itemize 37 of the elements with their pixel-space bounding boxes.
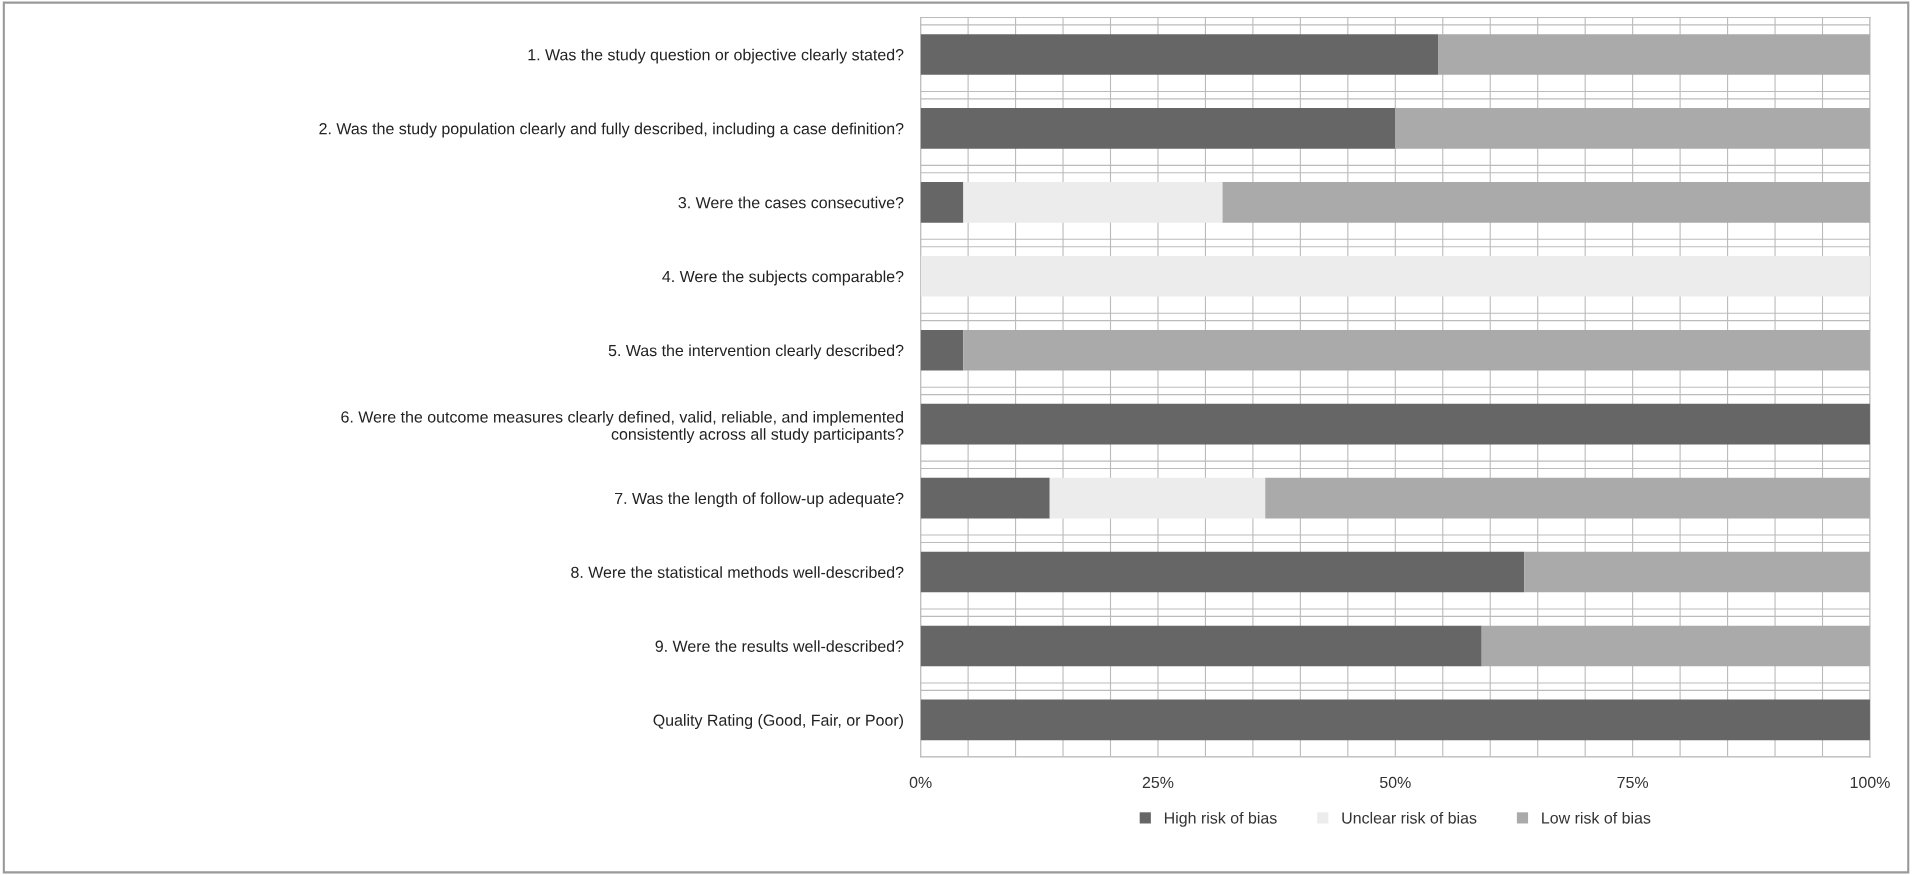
bar (920, 34, 1439, 75)
bar (920, 625, 1482, 667)
bar (1049, 477, 1266, 519)
x-tick-label: 0% (909, 776, 932, 789)
y-tick-label: 1. Was the study question or objective clearly stated? (528, 48, 904, 64)
legend-label: Low risk of bias (1542, 811, 1651, 824)
y-tick-label: 8. Were the statistical methods well-described? (571, 566, 904, 578)
bar (1524, 551, 1870, 593)
bar (920, 551, 1525, 593)
bar (920, 255, 1870, 297)
legend-label: Unclear risk of bias (1342, 811, 1477, 824)
y-tick-label: 5. Was the intervention clearly described? (608, 344, 904, 360)
bar (963, 329, 1870, 371)
bar (920, 477, 1050, 519)
bar (920, 329, 964, 371)
x-tick-label: 50% (1379, 776, 1411, 789)
bar (920, 699, 1870, 741)
y-tick-label: 3. Were the cases consecutive? (678, 196, 904, 209)
bar (1438, 34, 1870, 75)
bar (920, 182, 964, 223)
y-tick-label: 4. Were the subjects comparable? (662, 270, 904, 286)
y-tick-label: 2. Was the study population clearly and fully described, including a case definition? (319, 122, 904, 138)
x-tick-label: 100% (1850, 776, 1890, 789)
bar (920, 108, 1396, 149)
bar (1265, 477, 1870, 519)
bar (1222, 182, 1870, 223)
bar (1395, 108, 1870, 149)
y-tick-label: Quality Rating (Good, Fair, or Poor) (653, 714, 903, 730)
bar (920, 403, 1870, 445)
bar (963, 182, 1223, 223)
legend-label: High risk of bias (1164, 811, 1277, 827)
y-tick-label: 9. Were the results well-described? (655, 640, 904, 652)
bar (1481, 625, 1870, 667)
y-tick-label: 6. Were the outcome measures clearly defined, valid, reliable, and implemented consistently across all study participants? (341, 410, 904, 444)
y-tick-label: 7. Was the length of follow-up adequate? (615, 492, 904, 508)
x-tick-label: 75% (1617, 776, 1649, 789)
x-tick-label: 25% (1142, 776, 1174, 789)
